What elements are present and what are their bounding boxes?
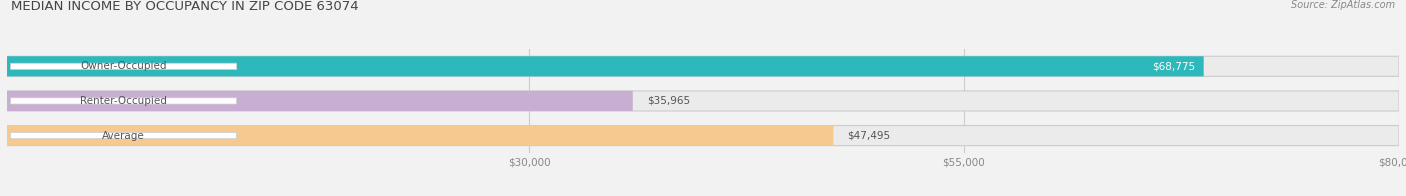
Text: Average: Average: [103, 131, 145, 141]
Text: $68,775: $68,775: [1152, 61, 1195, 71]
Text: $47,495: $47,495: [848, 131, 890, 141]
Text: Source: ZipAtlas.com: Source: ZipAtlas.com: [1291, 0, 1395, 10]
FancyBboxPatch shape: [10, 63, 236, 69]
FancyBboxPatch shape: [7, 56, 1399, 76]
FancyBboxPatch shape: [10, 132, 236, 139]
FancyBboxPatch shape: [7, 56, 1204, 76]
FancyBboxPatch shape: [7, 91, 633, 111]
FancyBboxPatch shape: [7, 91, 1399, 111]
FancyBboxPatch shape: [7, 125, 834, 146]
Text: Renter-Occupied: Renter-Occupied: [80, 96, 167, 106]
FancyBboxPatch shape: [10, 98, 236, 104]
Text: Owner-Occupied: Owner-Occupied: [80, 61, 167, 71]
Text: $35,965: $35,965: [647, 96, 690, 106]
Text: MEDIAN INCOME BY OCCUPANCY IN ZIP CODE 63074: MEDIAN INCOME BY OCCUPANCY IN ZIP CODE 6…: [11, 0, 359, 13]
FancyBboxPatch shape: [7, 125, 1399, 146]
